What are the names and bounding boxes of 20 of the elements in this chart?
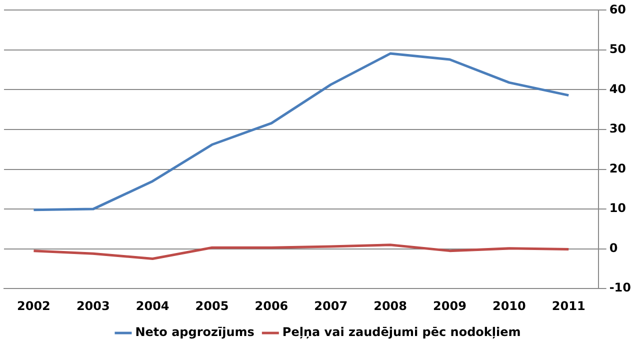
y-tick-label: -10 [609, 280, 632, 295]
y-tick-label: 10 [609, 201, 626, 216]
x-tick-label: 2008 [374, 298, 408, 313]
x-tick-label: 2009 [433, 298, 466, 313]
y-tick-label: 0 [609, 240, 618, 255]
x-tick-label: 2003 [76, 298, 110, 313]
x-tick-label: 2004 [136, 298, 170, 313]
x-tick-label: 2010 [492, 298, 526, 313]
x-tick-label: 2002 [17, 298, 50, 313]
x-tick-label: 2006 [254, 298, 288, 313]
x-tick-label: 2011 [552, 298, 586, 313]
x-tick-label: 2005 [195, 298, 229, 313]
y-tick-label: 50 [609, 42, 626, 56]
y-tick-label: 60 [609, 2, 626, 16]
y-tick-label: 40 [609, 82, 626, 96]
y-tick-label: 20 [609, 161, 626, 176]
legend-label: Peļņa vai zaudējumi pēc nodokļiem [282, 325, 521, 340]
y-tick-label: 30 [609, 122, 626, 136]
x-tick-label: 2007 [314, 298, 348, 313]
legend-label: Neto apgrozījums [135, 325, 254, 340]
